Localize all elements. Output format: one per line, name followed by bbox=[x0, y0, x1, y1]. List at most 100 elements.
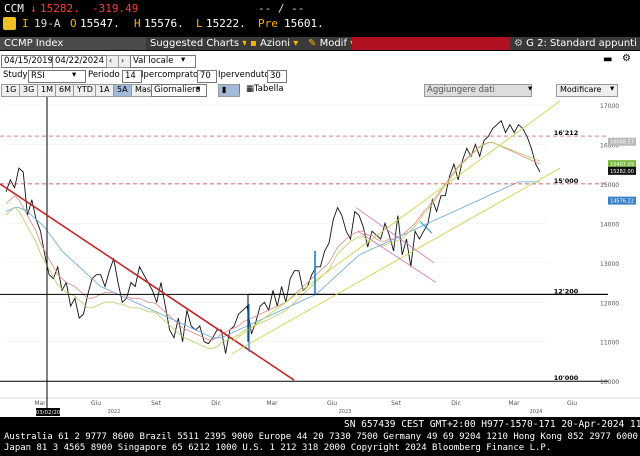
range-3g-button[interactable]: 3G bbox=[19, 84, 39, 97]
suggested-charts-label: Suggested Charts bbox=[150, 38, 240, 49]
low-price: 15222. bbox=[206, 17, 246, 30]
alert-strip bbox=[352, 37, 516, 50]
level-label: 10'000 bbox=[554, 374, 579, 382]
x-tick-label: Mar bbox=[266, 400, 278, 407]
y-tick-label: 11000 bbox=[600, 340, 619, 347]
caret-down-icon: ▾ bbox=[196, 84, 201, 94]
crosshair-tag bbox=[36, 408, 60, 416]
downtrend-line bbox=[0, 183, 295, 381]
high-price: 15576. bbox=[144, 17, 184, 30]
chart-mode-icon[interactable]: ▮ bbox=[218, 84, 240, 97]
x-tick-label: Giu bbox=[327, 400, 337, 407]
pink-channel-top bbox=[355, 207, 435, 264]
open-price: 15547. bbox=[80, 17, 120, 30]
chart-canvas: 17000 16000 15000 14000 13000 12000 11000 10000… bbox=[0, 97, 640, 416]
actions-button[interactable]: ▪ Azioni ▾ bbox=[246, 37, 310, 50]
frequency-value: Giornaliero bbox=[154, 85, 201, 95]
x-tick-label: Set bbox=[391, 400, 402, 407]
caret-down-icon: ▾ bbox=[242, 38, 248, 49]
minimize-icon[interactable]: ▬ bbox=[603, 54, 613, 65]
range-ytd-button[interactable]: YTD bbox=[73, 84, 97, 97]
actions-label: Azioni bbox=[259, 38, 291, 49]
oversold-label: Ipervenduto bbox=[218, 70, 270, 80]
price-tag bbox=[608, 166, 636, 175]
overbought-field[interactable]: 70 bbox=[197, 70, 217, 83]
series-line bbox=[5, 142, 541, 341]
year-label: 2024 bbox=[530, 409, 543, 415]
x-tick-label: Giu bbox=[91, 400, 101, 407]
x-tick-label: Mar bbox=[34, 400, 46, 407]
price-tag-label: 14576.22 bbox=[610, 199, 634, 205]
oversold-field[interactable]: 30 bbox=[267, 70, 287, 83]
year-label: 2023 bbox=[339, 409, 352, 415]
level-label: 12'200 bbox=[554, 287, 579, 295]
x-tick-label: Set bbox=[151, 400, 162, 407]
study-label: Study bbox=[3, 70, 28, 80]
caret-down-icon: ▾ bbox=[72, 70, 77, 80]
page-selector[interactable]: ⚙ G 2: Standard appunti bbox=[510, 37, 640, 50]
prev-close: 15601. bbox=[284, 17, 324, 30]
caret-down-icon: ▾ bbox=[181, 55, 186, 65]
table-button[interactable]: Tabella bbox=[254, 84, 284, 94]
period-label: Periodo bbox=[88, 70, 120, 80]
year-label: 2022 bbox=[108, 409, 121, 415]
modify-label: Modif bbox=[319, 38, 347, 49]
yellow-flag-icon bbox=[3, 17, 16, 30]
study-select[interactable]: RSI bbox=[28, 70, 86, 83]
add-data-field[interactable]: Aggiungere dati bbox=[424, 84, 532, 97]
high-label: H bbox=[134, 17, 141, 30]
y-tick-label: 10000 bbox=[600, 379, 619, 386]
chart-toolbar: 04/15/2019 - 04/22/2024 ‹ › Val locale ▾… bbox=[0, 51, 640, 97]
prev-label: Pre bbox=[258, 17, 278, 30]
y-tick-label: 16000 bbox=[600, 142, 619, 149]
open-label: O bbox=[70, 17, 77, 30]
range-5a-button[interactable]: 5A bbox=[113, 84, 132, 97]
x-tick-label: Giu bbox=[567, 400, 577, 407]
end-date-field[interactable]: 04/22/2024 bbox=[52, 55, 110, 68]
x-tick-label: Dic bbox=[211, 400, 221, 407]
y-tick-label: 14000 bbox=[600, 221, 619, 228]
wrench-icon: ⚙ bbox=[514, 38, 523, 49]
price-tag-label: 16068.57 bbox=[610, 140, 634, 146]
low-label: L bbox=[196, 17, 203, 30]
series-line bbox=[5, 181, 540, 339]
y-tick-label: 17000 bbox=[600, 103, 619, 110]
y-tick-label: 12000 bbox=[600, 300, 619, 307]
range-6m-button[interactable]: 6M bbox=[55, 84, 75, 97]
x-tick-label: Dic bbox=[451, 400, 461, 407]
modify-button[interactable]: ✎ Modif ▾ bbox=[304, 37, 358, 50]
modify-chart-button[interactable]: Modificare bbox=[556, 84, 618, 97]
function-bar: CCMP Index Suggested Charts ▾ ▪ Azioni ▾… bbox=[0, 36, 640, 51]
caret-down-icon: ▾ bbox=[528, 84, 533, 94]
range-1a-button[interactable]: 1A bbox=[95, 84, 114, 97]
price-tag bbox=[608, 196, 636, 205]
start-date-field[interactable]: 04/15/2019 bbox=[1, 55, 53, 68]
caret-down-icon: ▾ bbox=[293, 38, 299, 49]
quote-date: 19-A bbox=[34, 17, 61, 30]
channel-upper bbox=[231, 100, 561, 343]
level-label: 16'212 bbox=[554, 129, 579, 137]
series-line bbox=[5, 119, 541, 354]
suggested-charts-button[interactable]: Suggested Charts ▾ bbox=[146, 37, 252, 50]
table-icon[interactable]: ▦ bbox=[246, 84, 255, 94]
currency-select[interactable]: Val locale bbox=[130, 55, 196, 68]
settings-icon[interactable]: ⚙ bbox=[622, 53, 631, 64]
x-tick-label: Mar bbox=[508, 400, 520, 407]
price-chart[interactable]: 17000 16000 15000 14000 13000 12000 11000 10000… bbox=[0, 97, 640, 417]
level-label: 15'000 bbox=[554, 177, 579, 185]
frequency-select[interactable]: Giornaliero bbox=[151, 84, 207, 97]
contact-line-1: Australia 61 2 9777 8600 Brazil 5511 239… bbox=[4, 432, 638, 442]
range-1g-button[interactable]: 1G bbox=[1, 84, 21, 97]
session-info: SN 657439 CEST GMT+2:00 H977-1570-171 20… bbox=[344, 419, 640, 430]
period-field[interactable]: 14 bbox=[122, 70, 142, 83]
net-change: -319.49 bbox=[92, 2, 139, 15]
down-arrow-icon: ↓ bbox=[30, 2, 37, 15]
range-1m-button[interactable]: 1M bbox=[37, 84, 57, 97]
page-label: G 2: Standard appunti bbox=[526, 38, 637, 49]
quote-bar: CCM ↓ 15282. -319.49 -- / -- I 19-A O 15… bbox=[0, 0, 640, 36]
last-price: 15282. bbox=[40, 2, 80, 15]
price-tag bbox=[608, 160, 636, 169]
security-field[interactable]: CCMP Index bbox=[0, 37, 152, 50]
y-tick-label: 15000 bbox=[600, 182, 619, 189]
pink-channel-bottom bbox=[357, 230, 437, 283]
